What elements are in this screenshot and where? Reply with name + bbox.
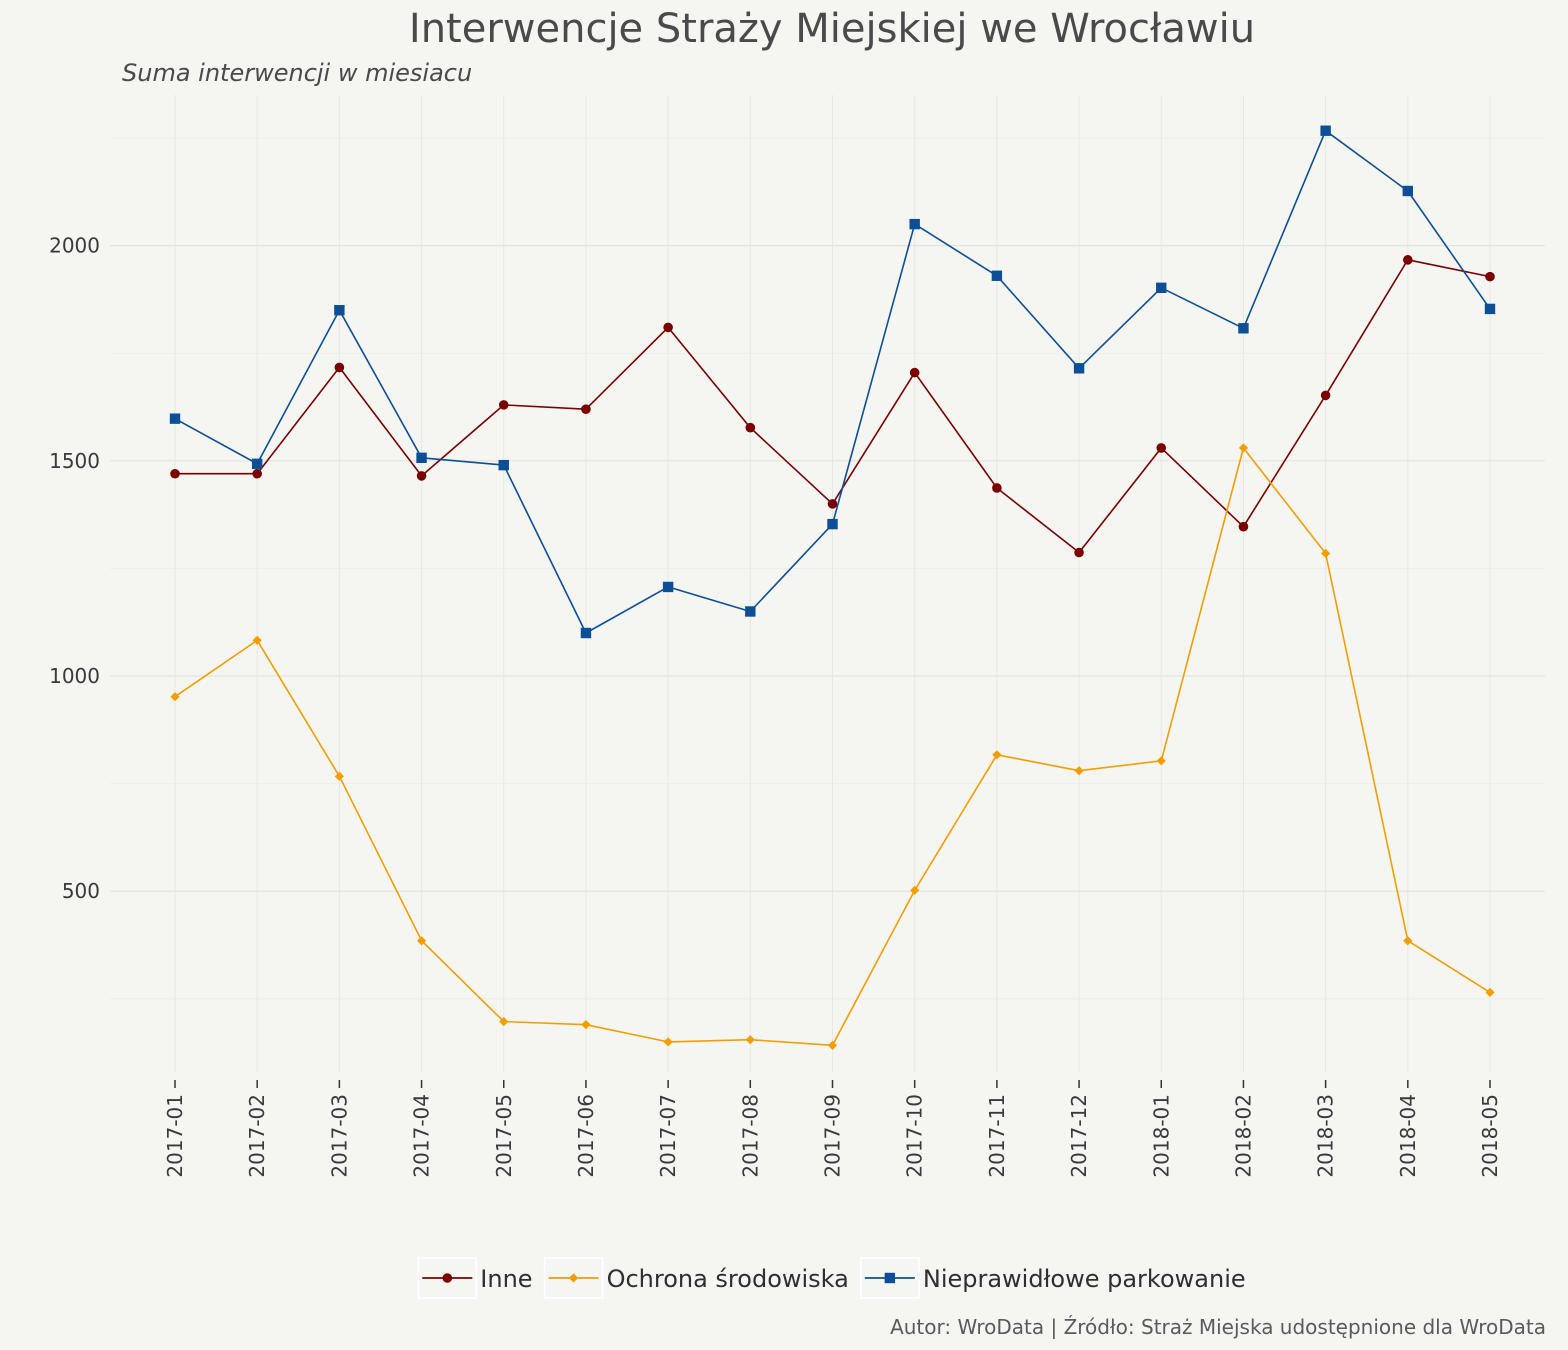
- data-point: [334, 362, 345, 373]
- data-point: [1074, 547, 1084, 558]
- y-tick-label: 1000: [49, 664, 100, 688]
- data-point: [662, 581, 674, 593]
- data-point: [909, 367, 920, 378]
- y-tick-label: 1500: [49, 449, 100, 473]
- data-point: [581, 404, 591, 414]
- data-point: [1238, 323, 1249, 334]
- data-point: [1156, 443, 1167, 453]
- legend-label: Nieprawidłowe parkowanie: [923, 1265, 1246, 1293]
- series-layer: [169, 125, 1496, 1050]
- data-point: [827, 499, 838, 509]
- data-point: [252, 635, 262, 645]
- x-tick-label: 2018-01: [1149, 1094, 1173, 1178]
- x-tick-label: 2017-11: [985, 1094, 1009, 1178]
- legend-key-marker: [442, 1273, 453, 1283]
- data-point: [909, 218, 920, 230]
- data-point: [1402, 185, 1414, 197]
- data-point: [991, 270, 1003, 281]
- data-point: [1484, 303, 1496, 315]
- data-point: [663, 1037, 673, 1047]
- x-tick-label: 2017-05: [492, 1094, 516, 1178]
- data-point: [580, 627, 592, 639]
- data-point: [827, 518, 838, 530]
- data-point: [169, 413, 181, 424]
- x-tick-label: 2017-03: [327, 1094, 351, 1178]
- data-point: [745, 1035, 755, 1045]
- y-axis: 500 1000 1500 2000: [49, 234, 100, 904]
- legend-item: Nieprawidłowe parkowanie: [860, 1257, 1246, 1299]
- data-point: [498, 459, 509, 471]
- y-tick-label: 500: [62, 879, 100, 903]
- data-point: [1156, 756, 1166, 766]
- data-point: [1156, 282, 1167, 294]
- data-point: [992, 750, 1002, 760]
- legend: Inne Ochrona środowiska Nieprawidłowe park…: [417, 1257, 1246, 1299]
- data-point: [663, 322, 673, 333]
- legend-label: Ochrona środowiska: [607, 1265, 849, 1293]
- series-1: [170, 443, 1495, 1050]
- data-point: [416, 936, 427, 946]
- data-point: [499, 1017, 509, 1027]
- x-tick-label: 2017-02: [245, 1094, 269, 1178]
- data-point: [170, 692, 180, 702]
- data-point: [827, 1040, 838, 1050]
- data-point: [170, 468, 180, 479]
- data-point: [416, 471, 427, 481]
- legend-item: Inne: [417, 1257, 533, 1299]
- legend-key-marker: [884, 1272, 896, 1284]
- x-tick-label: 2017-08: [738, 1094, 762, 1178]
- legend-key-marker: [568, 1273, 579, 1283]
- x-tick-label: 2018-04: [1396, 1094, 1420, 1178]
- data-point: [251, 458, 263, 470]
- chart-subtitle: Suma interwencji w miesiacu: [122, 59, 472, 87]
- data-point: [745, 422, 756, 433]
- chart-caption: Autor: WroData | Źródło: Straż Miejska u…: [890, 1315, 1546, 1339]
- series-2: [169, 125, 1496, 639]
- data-point: [1485, 271, 1495, 282]
- x-tick-label: 2018-05: [1478, 1094, 1502, 1178]
- x-tick-label: 2017-04: [410, 1094, 434, 1178]
- legend-label: Inne: [480, 1265, 532, 1293]
- x-axis: 2017-01 2017-02 2017-03 2017-04 2017-05 2017-…: [163, 1080, 1502, 1178]
- data-point: [334, 771, 344, 781]
- x-tick-label: 2018-02: [1231, 1094, 1255, 1178]
- plot-grid: [110, 95, 1545, 1072]
- data-point: [1403, 255, 1413, 265]
- data-point: [1238, 443, 1249, 453]
- data-point: [1485, 987, 1495, 997]
- data-point: [1074, 766, 1084, 776]
- data-point: [1238, 521, 1249, 532]
- x-tick-label: 2017-10: [903, 1094, 927, 1178]
- data-point: [1320, 390, 1331, 401]
- data-point: [992, 483, 1002, 493]
- x-tick-label: 2017-12: [1067, 1094, 1091, 1178]
- data-point: [498, 400, 509, 410]
- chart-title: Interwencje Straży Miejskiej we Wrocławi…: [409, 6, 1255, 52]
- data-point: [416, 452, 427, 464]
- x-tick-label: 2017-06: [574, 1094, 598, 1178]
- data-point: [1320, 125, 1331, 136]
- x-tick-label: 2018-03: [1314, 1094, 1338, 1178]
- x-tick-label: 2017-01: [163, 1094, 187, 1178]
- x-tick-label: 2017-09: [821, 1094, 845, 1178]
- data-point: [1403, 936, 1413, 946]
- data-point: [581, 1020, 591, 1030]
- y-tick-label: 2000: [49, 234, 100, 258]
- legend-item: Ochrona środowiska: [543, 1257, 849, 1299]
- data-point: [1321, 548, 1331, 558]
- data-point: [910, 885, 920, 895]
- data-point: [252, 468, 262, 479]
- x-tick-label: 2017-07: [656, 1094, 680, 1178]
- data-point: [745, 606, 756, 617]
- data-point: [334, 304, 345, 316]
- data-point: [1073, 363, 1085, 374]
